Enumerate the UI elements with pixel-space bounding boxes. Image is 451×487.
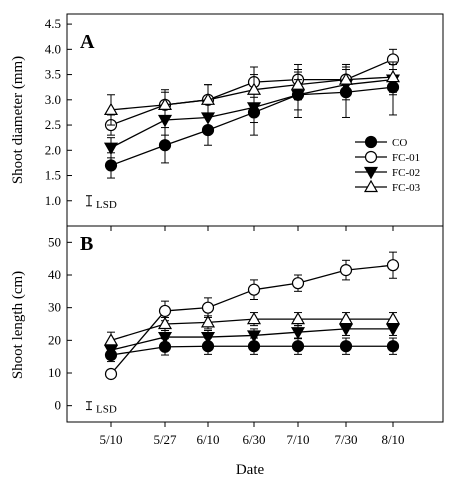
series-fc-03-marker <box>246 311 262 325</box>
legend-co: CO <box>355 135 407 149</box>
series-fc-03-marker <box>157 316 173 330</box>
series-co-marker <box>339 340 353 353</box>
panel-b-letter: B <box>80 233 93 255</box>
series-fc-01-marker <box>339 264 353 277</box>
y-tick-label: 0 <box>55 398 62 413</box>
legend-fc-03-label: FC-03 <box>392 182 421 194</box>
y-tick-label: 4.5 <box>45 16 61 31</box>
series-fc-02-marker <box>246 330 262 343</box>
y-tick-label: 10 <box>48 365 61 380</box>
panel-a-letter: A <box>80 31 95 53</box>
panel-b-y-axis: 0 10 20 30 40 50 <box>48 234 72 413</box>
series-fc-03-marker <box>200 92 216 105</box>
y-tick-label: 4.0 <box>45 41 61 56</box>
series-fc-01-marker <box>247 283 261 296</box>
series-co-marker <box>291 340 305 353</box>
panel-a: A 1.0 1.5 2.0 2.5 3.0 3.5 4.0 4.5 LSD CO FC-01 FC… <box>10 13 444 231</box>
legend-fc-02-label: FC-02 <box>392 167 420 179</box>
legend-co-label: CO <box>392 137 407 149</box>
panel-a-series <box>103 48 401 179</box>
legend: CO FC-01 FC-02 FC-03 <box>355 135 421 194</box>
series-fc-03 <box>103 61 401 126</box>
series-fc-03-marker <box>157 97 173 110</box>
y-tick-label: 1.0 <box>45 193 61 208</box>
series-fc-02-marker <box>290 327 306 340</box>
series-co-marker <box>158 139 172 152</box>
series-fc-03-marker <box>290 77 306 90</box>
series-fc-03-marker <box>103 333 119 346</box>
y-tick-label: 40 <box>48 267 61 282</box>
lsd-label: LSD <box>96 199 117 211</box>
series-fc-03-marker <box>200 315 216 328</box>
series-fc-01 <box>104 251 400 381</box>
panel-b-x-axis: 5/10 5/27 6/10 6/30 7/10 7/30 8/10 <box>99 422 405 447</box>
legend-fc-03-marker <box>363 179 379 193</box>
x-tick-label: 6/10 <box>196 432 219 447</box>
series-co-marker <box>104 159 118 172</box>
series-co-marker <box>386 340 400 353</box>
panel-b: B 0 10 20 30 40 50 5/10 5/27 6/10 6/30 7/10 7/30 8/… <box>10 225 444 447</box>
series-fc-03-marker <box>246 82 262 95</box>
series-fc-01-marker <box>386 259 400 272</box>
legend-fc-01-label: FC-01 <box>392 152 420 164</box>
series-fc-02-marker <box>157 331 173 345</box>
panel-b-y-axis-title: Shoot length (cm) <box>10 271 26 379</box>
y-tick-label: 20 <box>48 332 61 347</box>
series-fc-01-marker <box>201 301 215 314</box>
series-fc-03-marker <box>385 69 401 83</box>
legend-co-marker <box>364 135 378 149</box>
y-tick-label: 1.5 <box>45 168 61 183</box>
y-tick-label: 3.0 <box>45 92 61 107</box>
x-tick-label: 5/10 <box>99 432 122 447</box>
lsd-label: LSD <box>96 404 117 416</box>
x-axis-title: Date <box>236 462 265 478</box>
y-tick-label: 2.5 <box>45 117 61 132</box>
panel-b-frame <box>66 225 444 423</box>
series-fc-03-marker <box>338 311 354 325</box>
panel-b-series <box>103 251 401 381</box>
panel-b-lsd: LSD <box>86 401 117 416</box>
series-fc-03-marker <box>290 311 306 325</box>
y-tick-label: 3.5 <box>45 67 61 82</box>
series-fc-03 <box>103 311 401 349</box>
x-tick-label: 7/10 <box>286 432 309 447</box>
panel-a-lsd: LSD <box>86 195 117 211</box>
panel-a-y-axis-title: Shoot diameter (mm) <box>10 56 26 184</box>
legend-fc-03: FC-03 <box>355 179 421 194</box>
x-tick-label: 7/30 <box>334 432 357 447</box>
y-tick-label: 30 <box>48 300 61 315</box>
series-fc-01-marker <box>158 304 172 318</box>
x-tick-label: 6/30 <box>242 432 265 447</box>
series-fc-03-marker <box>338 72 354 85</box>
series-fc-03-marker <box>385 311 401 325</box>
series-fc-02-marker <box>103 142 119 155</box>
legend-fc-01: FC-01 <box>355 150 420 164</box>
series-fc-01-marker <box>291 277 305 290</box>
y-tick-label: 2.0 <box>45 142 61 157</box>
x-tick-label: 5/27 <box>153 432 177 447</box>
legend-fc-02-marker <box>363 166 379 180</box>
legend-fc-01-marker <box>364 150 378 164</box>
panel-a-y-axis: 1.0 1.5 2.0 2.5 3.0 3.5 4.0 4.5 <box>45 16 72 208</box>
panel-a-x-ticks <box>110 226 394 231</box>
series-fc-03-marker <box>103 102 119 116</box>
series-fc-01-marker <box>104 367 118 381</box>
series-fc-02-marker <box>200 331 216 345</box>
x-tick-label: 8/10 <box>381 432 404 447</box>
y-tick-label: 50 <box>48 234 61 249</box>
legend-fc-02: FC-02 <box>355 166 420 180</box>
